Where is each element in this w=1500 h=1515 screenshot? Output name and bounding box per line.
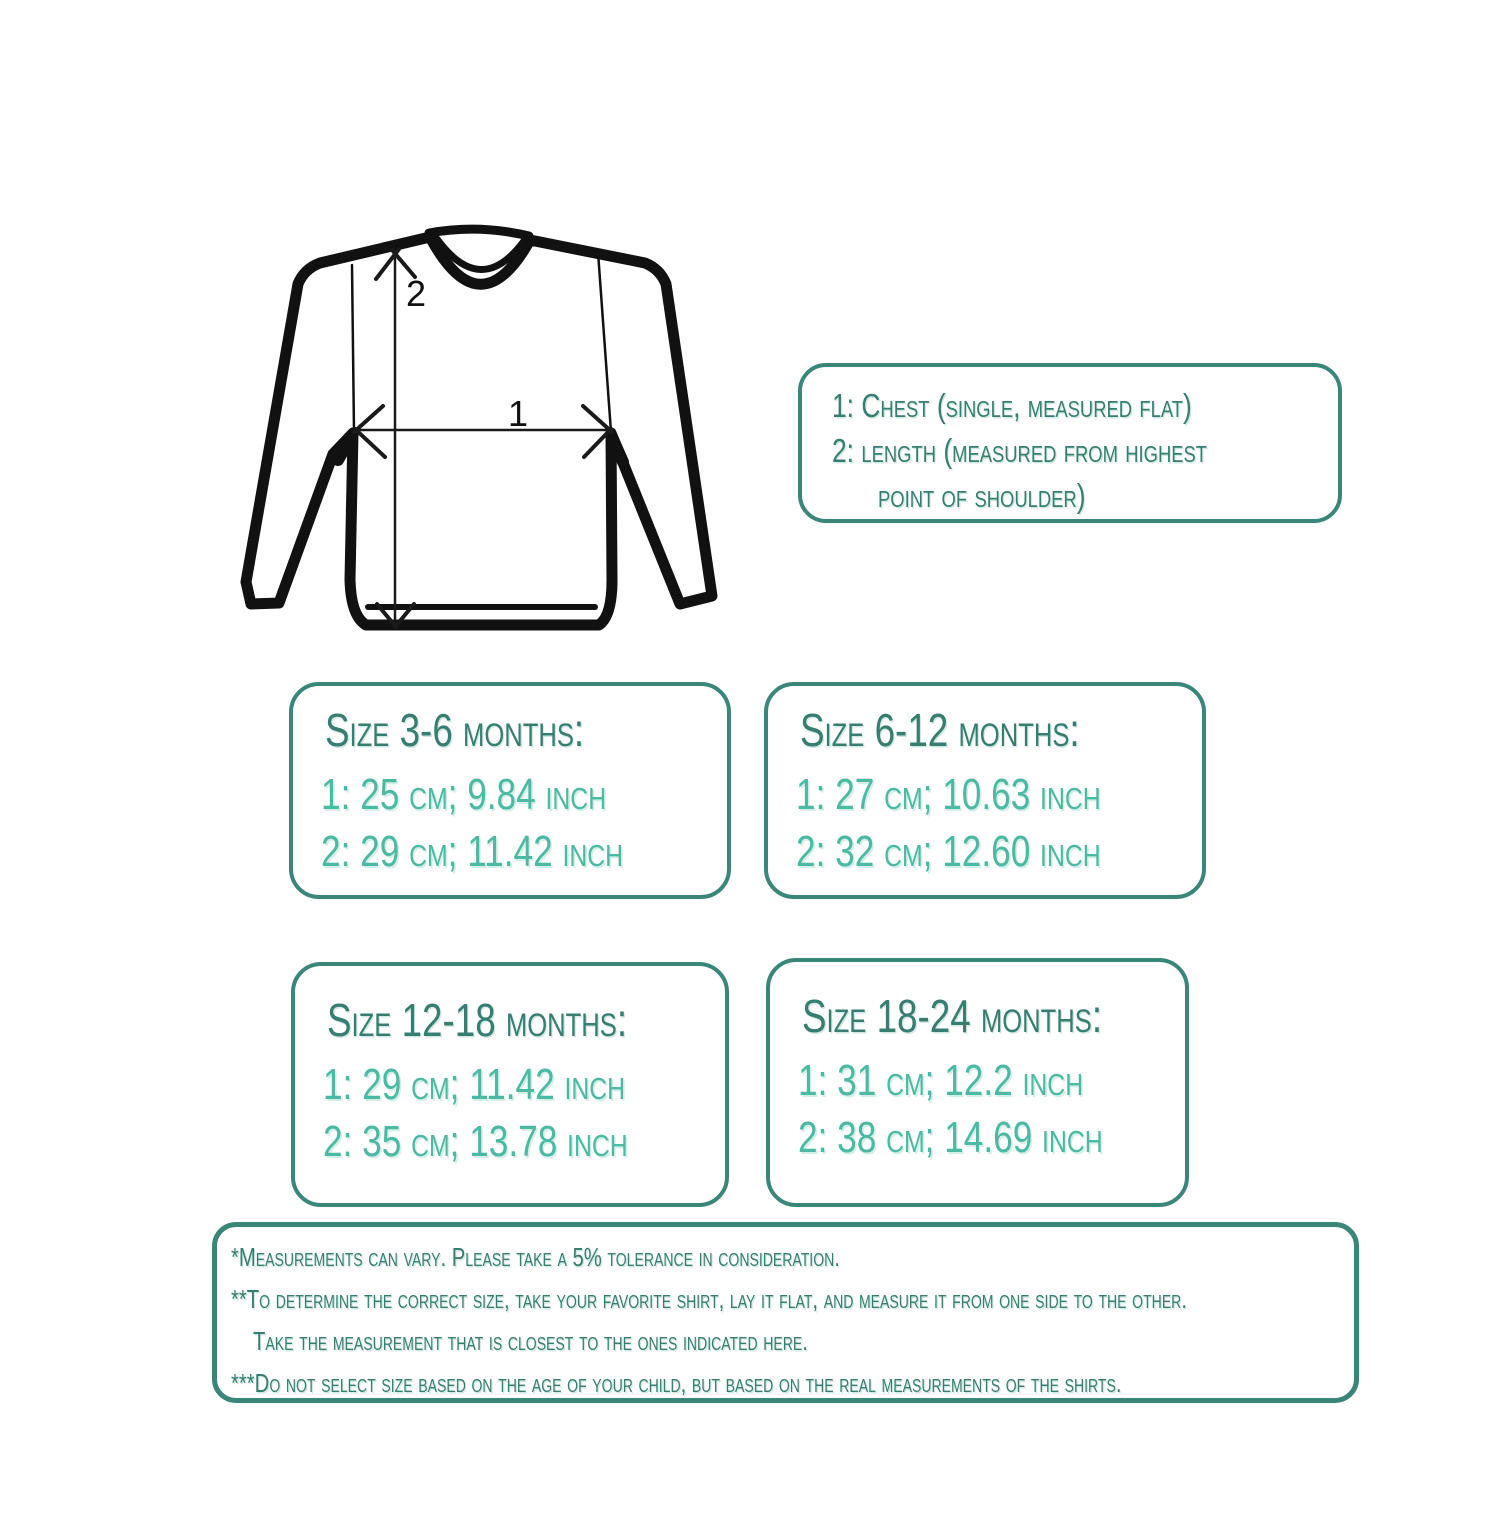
chest-arrowhead-left [352,404,387,459]
legend-line-chest: 1: Chest (single, measured flat) [832,387,1192,424]
size-box-title: Size 6-12 months: [800,704,1080,756]
left-armpit-wedge [332,431,357,466]
length-measurement: 2: 29 cm; 11.42 inch [321,827,624,876]
chest-measurement: 1: 25 cm; 9.84 inch [321,770,607,819]
chest-arrowhead-right [581,404,614,459]
footnote-tolerance: *Measurements can vary. Please take a 5%… [231,1242,840,1272]
size-box-title: Size 18-24 months: [802,990,1103,1042]
chest-measurement: 1: 27 cm; 10.63 inch [796,770,1101,819]
size-box-content: Size 6-12 months: 1: 27 cm; 10.63 inch 2… [768,686,1202,880]
right-sleeve-seam-line [596,250,613,434]
collar-opening-path [433,235,528,273]
footnote-age-warning: ***Do not select size based on the age o… [231,1368,1122,1398]
length-measurement-label: 2 [406,273,426,314]
legend-line-length: 2: length (measured from highest [832,432,1208,469]
legend-line-length-cont: point of shoulder) [878,477,1086,514]
length-measurement: 2: 35 cm; 13.78 inch [323,1117,628,1166]
size-box-content: Size 18-24 months: 1: 31 cm; 12.2 inch 2… [770,962,1185,1166]
collar-top-path [424,224,534,241]
chest-measurement: 1: 31 cm; 12.2 inch [798,1056,1084,1105]
chest-measurement: 1: 29 cm; 11.42 inch [323,1060,626,1109]
size-box-6-12-months: Size 6-12 months: 1: 27 cm; 10.63 inch 2… [764,682,1206,899]
length-arrowhead-top [374,247,417,281]
footnote-how-to-measure-cont: Take the measurement that is closest to … [253,1326,808,1356]
size-box-title: Size 12-18 months: [327,994,628,1046]
legend-box: 1: Chest (single, measured flat) 2: leng… [798,363,1342,523]
length-measurement: 2: 38 cm; 14.69 inch [798,1113,1103,1162]
footnote-how-to-measure: **To determine the correct size, take yo… [231,1284,1187,1314]
footnotes-box: *Measurements can vary. Please take a 5%… [212,1222,1359,1403]
length-measurement: 2: 32 cm; 12.60 inch [796,827,1101,876]
chest-measurement-label: 1 [508,393,528,434]
footnotes-text: *Measurements can vary. Please take a 5%… [217,1227,1354,1404]
size-box-18-24-months: Size 18-24 months: 1: 31 cm; 12.2 inch 2… [766,958,1189,1207]
length-arrowhead-bottom [375,602,416,629]
right-armpit-wedge [606,431,629,468]
size-box-title: Size 3-6 months: [325,704,585,756]
size-box-12-18-months: Size 12-18 months: 1: 29 cm; 11.42 inch … [291,962,729,1207]
shirt-diagram: 2 1 [240,224,718,631]
legend-text: 1: Chest (single, measured flat) 2: leng… [802,367,1338,518]
size-box-content: Size 12-18 months: 1: 29 cm; 11.42 inch … [295,966,725,1170]
size-box-3-6-months: Size 3-6 months: 1: 25 cm; 9.84 inch 2: … [289,682,731,899]
left-sleeve-seam-line [350,263,356,434]
size-box-content: Size 3-6 months: 1: 25 cm; 9.84 inch 2: … [293,686,727,880]
